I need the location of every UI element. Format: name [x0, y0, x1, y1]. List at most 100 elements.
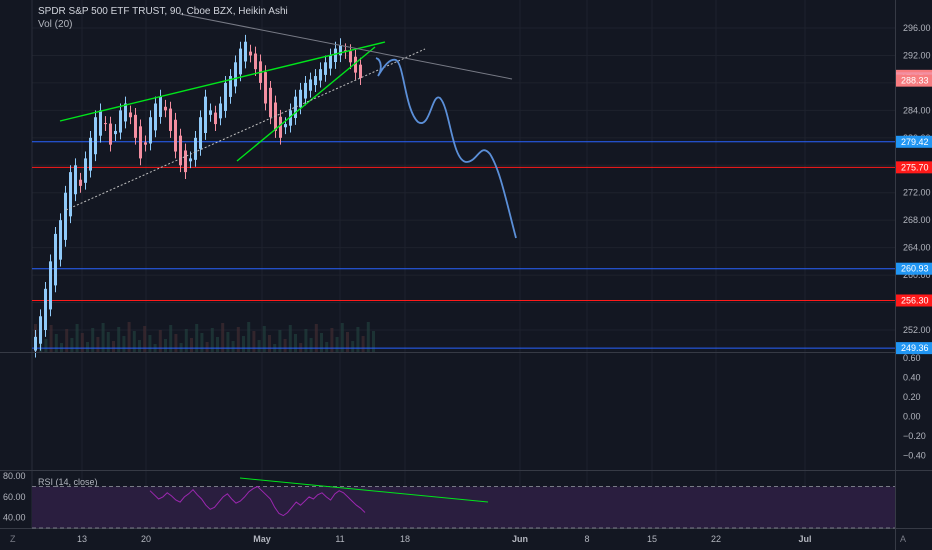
candle-body — [79, 179, 82, 186]
time-tick-label: 8 — [584, 534, 589, 544]
candle-body — [119, 110, 122, 133]
volume-bar — [304, 329, 308, 352]
volume-bar — [335, 337, 339, 352]
price-tick-label: 260.00 — [903, 270, 931, 280]
time-tick-label: Jun — [512, 534, 528, 544]
candle-body — [319, 69, 322, 81]
gray-resistance-line — [179, 13, 513, 80]
candle-body — [204, 96, 207, 134]
volume-bars — [34, 322, 375, 352]
price-flag-bg — [896, 294, 932, 307]
trend-drawings[interactable] — [59, 13, 513, 211]
price-axis[interactable]: 296.00292.00288.00284.00280.00276.00272.… — [3, 23, 931, 523]
candle-body — [129, 112, 132, 118]
volume-bar — [179, 343, 183, 352]
horizontal-levels[interactable] — [32, 141, 895, 349]
projection-path[interactable] — [375, 57, 517, 239]
candle-body — [184, 150, 187, 173]
volume-bar — [54, 334, 58, 352]
time-tick-label: May — [253, 534, 271, 544]
candle-body — [44, 288, 47, 330]
candle-body — [64, 192, 67, 240]
price-flag-label: 275.70 — [901, 162, 929, 172]
volume-bar — [221, 323, 225, 352]
volume-bar — [65, 329, 69, 352]
volume-indicator-label[interactable]: Vol (20) — [38, 19, 73, 30]
candle-body — [54, 233, 57, 286]
volume-bar — [169, 325, 173, 352]
time-axis[interactable]: 13 20 May 11 18 Jun 8 15 22 Jul — [77, 534, 812, 544]
price-tick-label: 296.00 — [903, 23, 931, 33]
price-tick-label: 272.00 — [903, 188, 931, 198]
chart-title: SPDR S&P 500 ETF TRUST, 90, Cboe BZX, He… — [38, 6, 288, 17]
volume-bar — [299, 343, 303, 352]
candle-body — [214, 112, 217, 125]
volume-bar — [122, 336, 126, 352]
volume-bar — [366, 322, 370, 352]
price-flag-label: 256.30 — [901, 295, 929, 305]
osc-tick-label: 0.20 — [903, 392, 921, 402]
volume-bar — [330, 328, 334, 352]
time-tick-label: 20 — [141, 534, 151, 544]
candle-body — [104, 123, 107, 125]
volume-bar — [325, 342, 329, 352]
candle-body — [264, 72, 267, 104]
price-flag-label: 279.42 — [901, 137, 929, 147]
volume-bar — [288, 325, 292, 352]
volume-bar — [117, 327, 121, 352]
rsi-divergence-line — [239, 477, 489, 503]
candle-body — [94, 117, 97, 155]
volume-bar — [356, 327, 360, 352]
candle-body — [334, 48, 337, 63]
candle-body — [229, 76, 232, 97]
candle-body — [234, 62, 237, 87]
volume-bar — [44, 339, 48, 352]
lower-trend-line — [236, 46, 376, 162]
candle-body — [354, 56, 357, 73]
price-flag-bg — [896, 74, 932, 87]
volume-bar — [96, 337, 100, 352]
volume-bar — [231, 341, 235, 352]
candle-body — [339, 45, 342, 56]
candle-body — [49, 261, 52, 310]
osc-tick-label: 0.60 — [903, 353, 921, 363]
candle-body — [349, 51, 352, 63]
rsi-pane — [32, 477, 895, 529]
osc-tick-label: 0.00 — [903, 411, 921, 421]
price-flag-label: 260.93 — [901, 264, 929, 274]
volume-bar — [60, 343, 63, 352]
price-flag-label: 288.33 — [901, 76, 929, 86]
osc-tick-label: 0.40 — [903, 372, 921, 382]
price-flag-bg — [896, 161, 932, 174]
volume-bar — [101, 323, 105, 352]
candle-body — [124, 103, 127, 122]
candle-body — [109, 123, 112, 145]
rsi-indicator-label[interactable]: RSI (14, close) — [38, 477, 98, 487]
candle-body — [144, 142, 147, 145]
candle-body — [249, 51, 252, 56]
price-tick-label: 264.00 — [903, 243, 931, 253]
volume-bar — [340, 323, 344, 352]
grid-lines — [31, 0, 895, 528]
price-tick-label: 284.00 — [903, 105, 931, 115]
volume-bar — [278, 330, 282, 352]
candle-body — [34, 336, 37, 351]
volume-bar — [252, 331, 256, 352]
z-button[interactable]: Z — [10, 534, 16, 544]
auto-scale-button[interactable]: A — [900, 534, 907, 544]
upper-trend-line — [59, 41, 386, 122]
volume-bar — [294, 334, 297, 352]
volume-bar — [361, 336, 365, 352]
candle-body — [39, 316, 42, 344]
time-tick-label: 22 — [711, 534, 721, 544]
candle-body — [309, 79, 312, 91]
volume-bar — [372, 331, 375, 352]
volume-bar — [112, 341, 115, 352]
volume-bar — [190, 338, 193, 352]
volume-bar — [346, 332, 349, 352]
volume-bar — [210, 328, 214, 352]
time-tick-label: Jul — [798, 534, 811, 544]
osc-tick-label: −0.40 — [903, 450, 926, 460]
candle-body — [199, 117, 202, 149]
